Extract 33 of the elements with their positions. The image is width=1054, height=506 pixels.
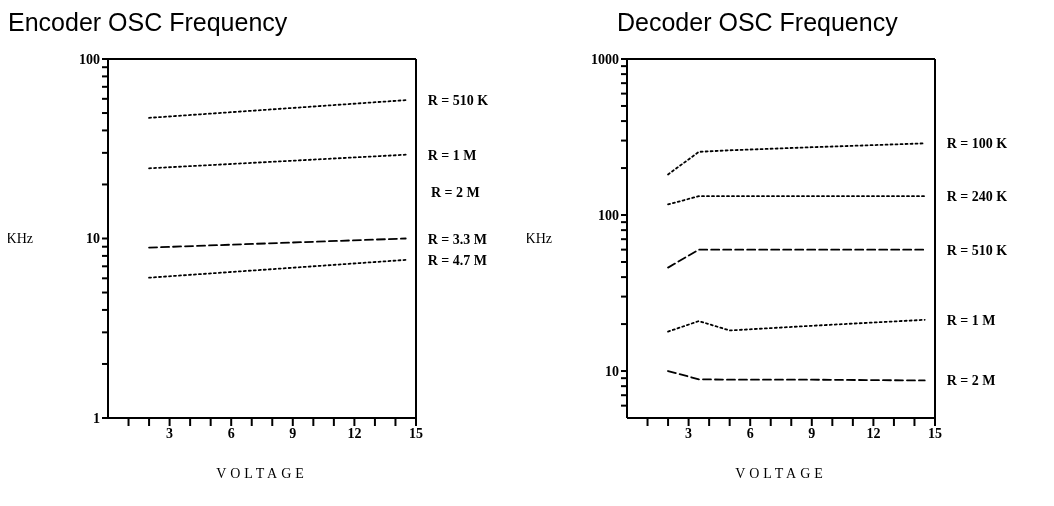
- series-label: R = 100 K: [946, 136, 1008, 152]
- x-axis-title: VOLTAGE: [735, 466, 827, 481]
- series-label: R = 1 M: [946, 312, 996, 328]
- y-tick-label: 1000: [591, 51, 619, 67]
- y-tick-label: 100: [598, 207, 619, 223]
- series-label: R = 510 K: [427, 93, 489, 109]
- x-axis-title: VOLTAGE: [216, 466, 308, 481]
- x-tick-label: 15: [928, 425, 942, 441]
- x-tick-label: 3: [166, 425, 174, 441]
- y-tick-label: 1: [93, 410, 100, 426]
- x-tick-label: 12: [347, 425, 362, 441]
- series-label: R = 4.7 M: [427, 252, 488, 268]
- y-tick-label: 100: [79, 51, 100, 67]
- x-tick-label: 6: [227, 425, 235, 441]
- x-tick-label: 9: [289, 425, 297, 441]
- y-tick-label: 10: [86, 231, 100, 247]
- series-label: R = 2 M: [946, 373, 996, 389]
- line-series: [667, 142, 926, 176]
- y-tick-label: 10: [605, 364, 619, 379]
- x-tick-label: 12: [866, 425, 881, 441]
- line-series: [667, 370, 926, 382]
- x-tick-label: 15: [409, 425, 423, 441]
- x-tick-label: 3: [685, 425, 693, 441]
- series-label: R = 240 K: [946, 189, 1008, 205]
- x-tick-label: 6: [746, 425, 754, 441]
- text: R = 2 M: [431, 185, 480, 201]
- line-series: [667, 318, 926, 333]
- series-label: R = 3.3 M: [427, 231, 488, 247]
- series-label: R = 1 M: [427, 147, 477, 163]
- x-tick-label: 9: [808, 425, 816, 441]
- chart-title: Encoder OSC Frequency: [8, 8, 289, 38]
- chart-title: Decoder OSC Frequency: [616, 8, 899, 38]
- series-label: R = 510 K: [946, 242, 1008, 258]
